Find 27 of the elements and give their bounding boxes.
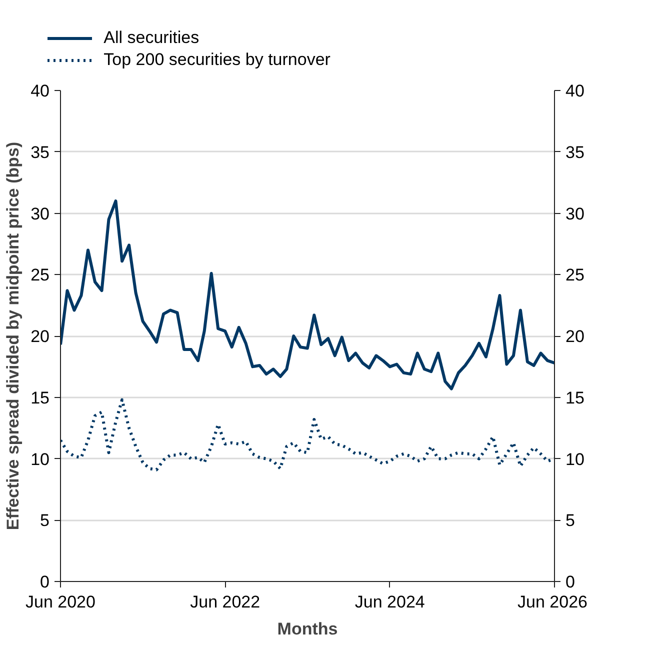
y-tick-label: 35 xyxy=(30,142,50,162)
y2-tick-label: 0 xyxy=(566,572,575,592)
x-axis-title: Months xyxy=(277,620,338,638)
y-tick-label: 30 xyxy=(30,204,50,224)
y2-tick-label: 30 xyxy=(566,204,584,224)
y-tick-label: 25 xyxy=(30,266,50,285)
legend-label: All securities xyxy=(104,28,200,48)
x-tick-label: Jun 2024 xyxy=(354,592,425,612)
y-tick-label: 0 xyxy=(40,572,50,592)
y-tick-label: 15 xyxy=(30,388,50,408)
y2-tick-label: 5 xyxy=(566,511,575,530)
x-tick-label: Jun 2020 xyxy=(26,592,96,612)
y-tick-label: 40 xyxy=(30,82,50,100)
y-tick-label: 20 xyxy=(30,327,50,346)
y-tick-label: 5 xyxy=(40,511,50,530)
y2-tick-label: 35 xyxy=(566,142,584,162)
y2-tick-label: 15 xyxy=(566,388,584,408)
line-series xyxy=(60,199,554,390)
legend-label: Top 200 securities by turnover xyxy=(104,50,330,70)
y2-tick-label: 40 xyxy=(566,82,584,100)
y2-tick-label: 25 xyxy=(566,266,584,285)
y2-tick-label: 20 xyxy=(566,327,584,346)
x-tick-label: Jun 2026 xyxy=(518,592,588,612)
y-axis-title: Effective spread divided by midpoint price (bps) xyxy=(4,142,23,530)
x-tick-label: Jun 2022 xyxy=(190,592,260,612)
y-tick-label: 10 xyxy=(30,450,50,469)
y2-tick-label: 10 xyxy=(566,450,584,469)
